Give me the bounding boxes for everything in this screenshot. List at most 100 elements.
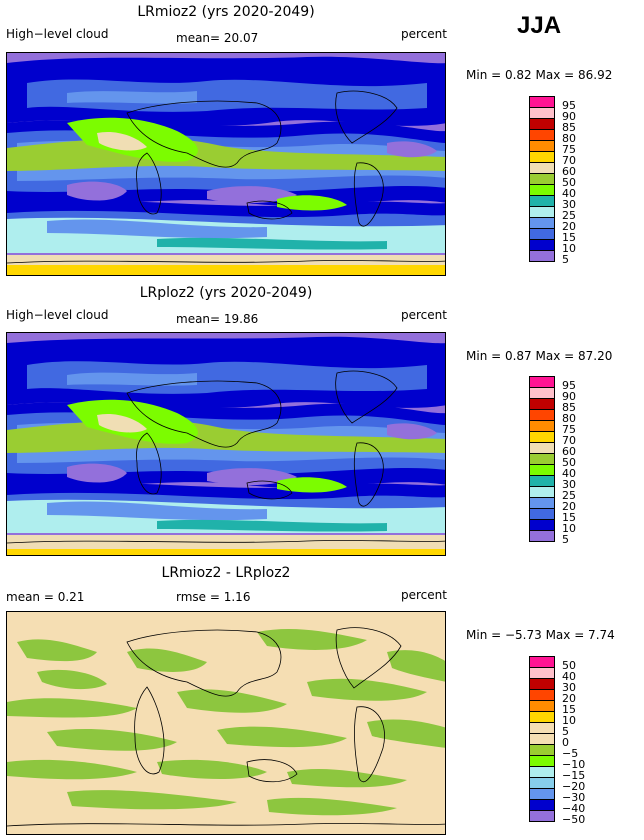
panel2-title: LRploz2 (yrs 2020-2049) bbox=[139, 285, 313, 301]
legend-swatch: −5 bbox=[529, 744, 578, 759]
legend-swatch: 90 bbox=[529, 107, 576, 122]
legend-label: 50 bbox=[562, 176, 576, 189]
legend-swatch: 10 bbox=[529, 239, 576, 254]
legend-label: −30 bbox=[562, 791, 586, 804]
panel3-title: LRmioz2 - LRploz2 bbox=[161, 565, 291, 581]
legend-label: −15 bbox=[562, 769, 586, 782]
legend-label: −40 bbox=[562, 802, 586, 815]
legend-label: 70 bbox=[562, 154, 576, 167]
legend-label: 70 bbox=[562, 434, 576, 447]
panel3-map-field bbox=[7, 612, 445, 834]
panel3-map bbox=[6, 611, 446, 835]
legend-label: 50 bbox=[562, 456, 576, 469]
panel2-legend: 95 90 85 80 75 70 60 50 40 30 25 20 15 10 5 bbox=[529, 376, 576, 545]
panel3-rmse-label: rmse = 1.16 bbox=[176, 590, 251, 604]
panel3-units: percent bbox=[401, 588, 447, 602]
legend-swatch: 15 bbox=[529, 508, 576, 523]
legend-swatch: −40 bbox=[529, 799, 585, 814]
legend-swatch: 30 bbox=[529, 195, 576, 210]
panel3-legend: 50 40 30 20 15 10 5 0 −5 −10 −15 −20 −30 −40 −50 bbox=[529, 656, 585, 825]
legend-label: 15 bbox=[562, 703, 576, 716]
panel2-units: percent bbox=[401, 308, 447, 322]
legend-label: −50 bbox=[562, 813, 586, 826]
legend-label: 15 bbox=[562, 511, 576, 524]
legend-label: 75 bbox=[562, 143, 576, 156]
legend-label: 30 bbox=[562, 681, 576, 694]
legend-swatch: 50 bbox=[529, 173, 576, 188]
legend-label: 95 bbox=[562, 99, 576, 112]
legend-label: 90 bbox=[562, 110, 576, 123]
legend-label: 90 bbox=[562, 390, 576, 403]
panel1-mean-label: mean= 20.07 bbox=[176, 31, 259, 45]
legend-swatch: 50 bbox=[529, 453, 576, 468]
legend-label: 80 bbox=[562, 412, 576, 425]
panel2-mean-label: mean= 19.86 bbox=[176, 312, 259, 326]
legend-swatch: 95 bbox=[529, 376, 576, 391]
panel1-units: percent bbox=[401, 27, 447, 41]
legend-label: 50 bbox=[562, 659, 576, 672]
panel1-title: LRmioz2 (yrs 2020-2049) bbox=[137, 4, 315, 20]
legend-label: 5 bbox=[562, 253, 569, 266]
legend-swatch: 30 bbox=[529, 678, 576, 693]
legend-label: 10 bbox=[562, 242, 576, 255]
panel1-legend: 95 90 85 80 75 70 60 50 40 30 25 20 15 10 5 bbox=[529, 96, 576, 265]
legend-swatch: 5 bbox=[529, 722, 569, 737]
legend-swatch: 40 bbox=[529, 184, 576, 199]
legend-label: 10 bbox=[562, 522, 576, 535]
legend-label: 80 bbox=[562, 132, 576, 145]
panel1-map bbox=[6, 52, 446, 276]
legend-label: 75 bbox=[562, 423, 576, 436]
legend-swatch: 60 bbox=[529, 442, 576, 457]
legend-swatch: 40 bbox=[529, 667, 576, 682]
legend-swatch: 80 bbox=[529, 129, 576, 144]
legend-label: 40 bbox=[562, 187, 576, 200]
legend-swatch: 85 bbox=[529, 118, 576, 133]
legend-swatch: −15 bbox=[529, 766, 585, 781]
legend-label: 10 bbox=[562, 714, 576, 727]
legend-label: 25 bbox=[562, 209, 576, 222]
legend-swatch: 40 bbox=[529, 464, 576, 479]
legend-label: −20 bbox=[562, 780, 586, 793]
legend-swatch: 5 bbox=[529, 250, 569, 265]
panel1-variable-label: High−level cloud bbox=[6, 27, 109, 41]
legend-swatch: 25 bbox=[529, 206, 576, 221]
legend-swatch: −10 bbox=[529, 755, 585, 770]
legend-label: 95 bbox=[562, 379, 576, 392]
season-label: JJA bbox=[517, 12, 562, 39]
legend-label: 40 bbox=[562, 467, 576, 480]
legend-label: 5 bbox=[562, 533, 569, 546]
legend-swatch: 70 bbox=[529, 151, 576, 166]
legend-label: 5 bbox=[562, 725, 569, 738]
legend-swatch: 0 bbox=[529, 733, 569, 748]
legend-swatch: −50 bbox=[529, 810, 585, 825]
legend-swatch: 30 bbox=[529, 475, 576, 490]
legend-label: 30 bbox=[562, 198, 576, 211]
panel2-map-field bbox=[7, 333, 445, 555]
legend-label: 15 bbox=[562, 231, 576, 244]
legend-label: 20 bbox=[562, 500, 576, 513]
panel1-map-field bbox=[7, 53, 445, 275]
legend-swatch: 20 bbox=[529, 689, 576, 704]
legend-swatch: 70 bbox=[529, 431, 576, 446]
legend-swatch: 90 bbox=[529, 387, 576, 402]
panel2-stats: Min = 0.87 Max = 87.20 bbox=[466, 349, 613, 363]
legend-label: −5 bbox=[562, 747, 579, 760]
legend-swatch: 60 bbox=[529, 162, 576, 177]
legend-label: 0 bbox=[562, 736, 569, 749]
legend-swatch: 15 bbox=[529, 700, 576, 715]
legend-swatch: 75 bbox=[529, 420, 576, 435]
legend-swatch: 20 bbox=[529, 217, 576, 232]
panel1-stats: Min = 0.82 Max = 86.92 bbox=[466, 68, 613, 82]
legend-swatch: 5 bbox=[529, 530, 569, 545]
legend-label: 40 bbox=[562, 670, 576, 683]
legend-swatch: 50 bbox=[529, 656, 576, 671]
panel2-map bbox=[6, 332, 446, 556]
legend-label: 30 bbox=[562, 478, 576, 491]
legend-swatch: 25 bbox=[529, 486, 576, 501]
legend-label: 20 bbox=[562, 220, 576, 233]
legend-swatch: 15 bbox=[529, 228, 576, 243]
legend-swatch: −30 bbox=[529, 788, 585, 803]
legend-swatch: 10 bbox=[529, 711, 576, 726]
legend-label: 85 bbox=[562, 401, 576, 414]
panel2-variable-label: High−level cloud bbox=[6, 308, 109, 322]
